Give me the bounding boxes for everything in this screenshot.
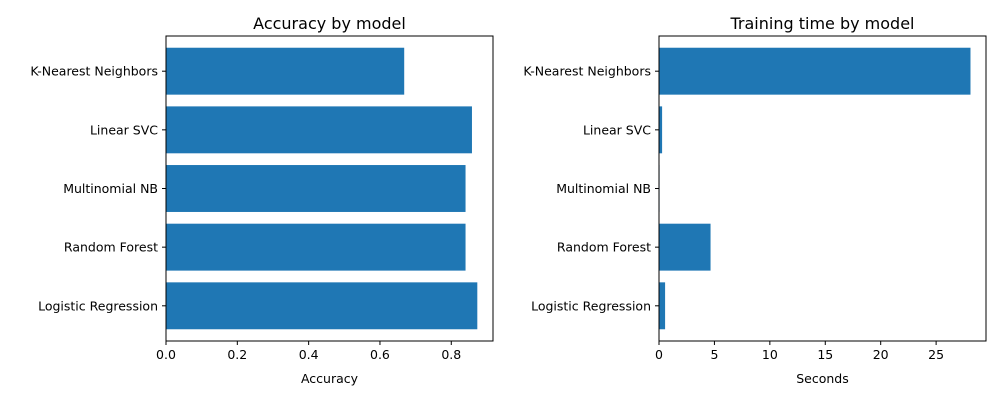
training-time-ytick-label-logistic-regression: Logistic Regression <box>531 298 651 313</box>
accuracy-bar-random-forest <box>166 223 466 271</box>
accuracy-xtick-label: 0.2 <box>227 347 247 362</box>
training-time-ytick-label-k-nearest-neighbors: K-Nearest Neighbors <box>523 64 651 79</box>
accuracy-axes-frame <box>165 35 494 342</box>
training-time-xtick-label: 25 <box>928 347 944 362</box>
training-time-xtick-label: 15 <box>817 347 833 362</box>
accuracy-xlabel: Accuracy <box>301 371 359 386</box>
accuracy-ytick-label-linear-svc: Linear SVC <box>90 122 158 137</box>
accuracy-xtick-label: 0.0 <box>156 347 176 362</box>
accuracy-bar-multinomial-nb <box>166 165 466 212</box>
accuracy-xtick-label: 0.8 <box>441 347 461 362</box>
training-time-bar-random-forest <box>659 223 711 271</box>
accuracy-xtick-label: 0.6 <box>370 347 390 362</box>
training-time-xlabel: Seconds <box>796 371 849 386</box>
training-time-xtick-label: 0 <box>655 347 663 362</box>
accuracy-bar-linear-svc <box>166 106 472 154</box>
accuracy-ytick-label-random-forest: Random Forest <box>64 240 158 255</box>
training-time-bar-logistic-regression <box>659 282 666 330</box>
training-time-title: Training time by model <box>730 14 915 33</box>
training-time-ytick-label-random-forest: Random Forest <box>557 240 651 255</box>
training-time-axes-frame <box>658 35 987 342</box>
accuracy-ytick-label-multinomial-nb: Multinomial NB <box>63 181 158 196</box>
accuracy-bar-k-nearest-neighbors <box>166 47 405 95</box>
accuracy-bar-logistic-regression <box>166 282 478 330</box>
accuracy-xtick-label: 0.4 <box>299 347 319 362</box>
accuracy-chart: Logistic Regression Random Forest Multinom… <box>30 14 494 386</box>
training-time-ytick-label-linear-svc: Linear SVC <box>583 122 651 137</box>
training-time-xtick-label: 5 <box>710 347 718 362</box>
training-time-ytick-label-multinomial-nb: Multinomial NB <box>556 181 651 196</box>
accuracy-ytick-label-k-nearest-neighbors: K-Nearest Neighbors <box>30 64 158 79</box>
training-time-xtick-label: 10 <box>762 347 778 362</box>
accuracy-title: Accuracy by model <box>253 14 406 33</box>
training-time-chart: Logistic Regression Random Forest Multinom… <box>523 14 987 386</box>
training-time-bar-k-nearest-neighbors <box>659 47 971 95</box>
accuracy-ytick-label-logistic-regression: Logistic Regression <box>38 298 158 313</box>
training-time-bar-linear-svc <box>659 106 663 154</box>
training-time-xtick-label: 20 <box>873 347 889 362</box>
